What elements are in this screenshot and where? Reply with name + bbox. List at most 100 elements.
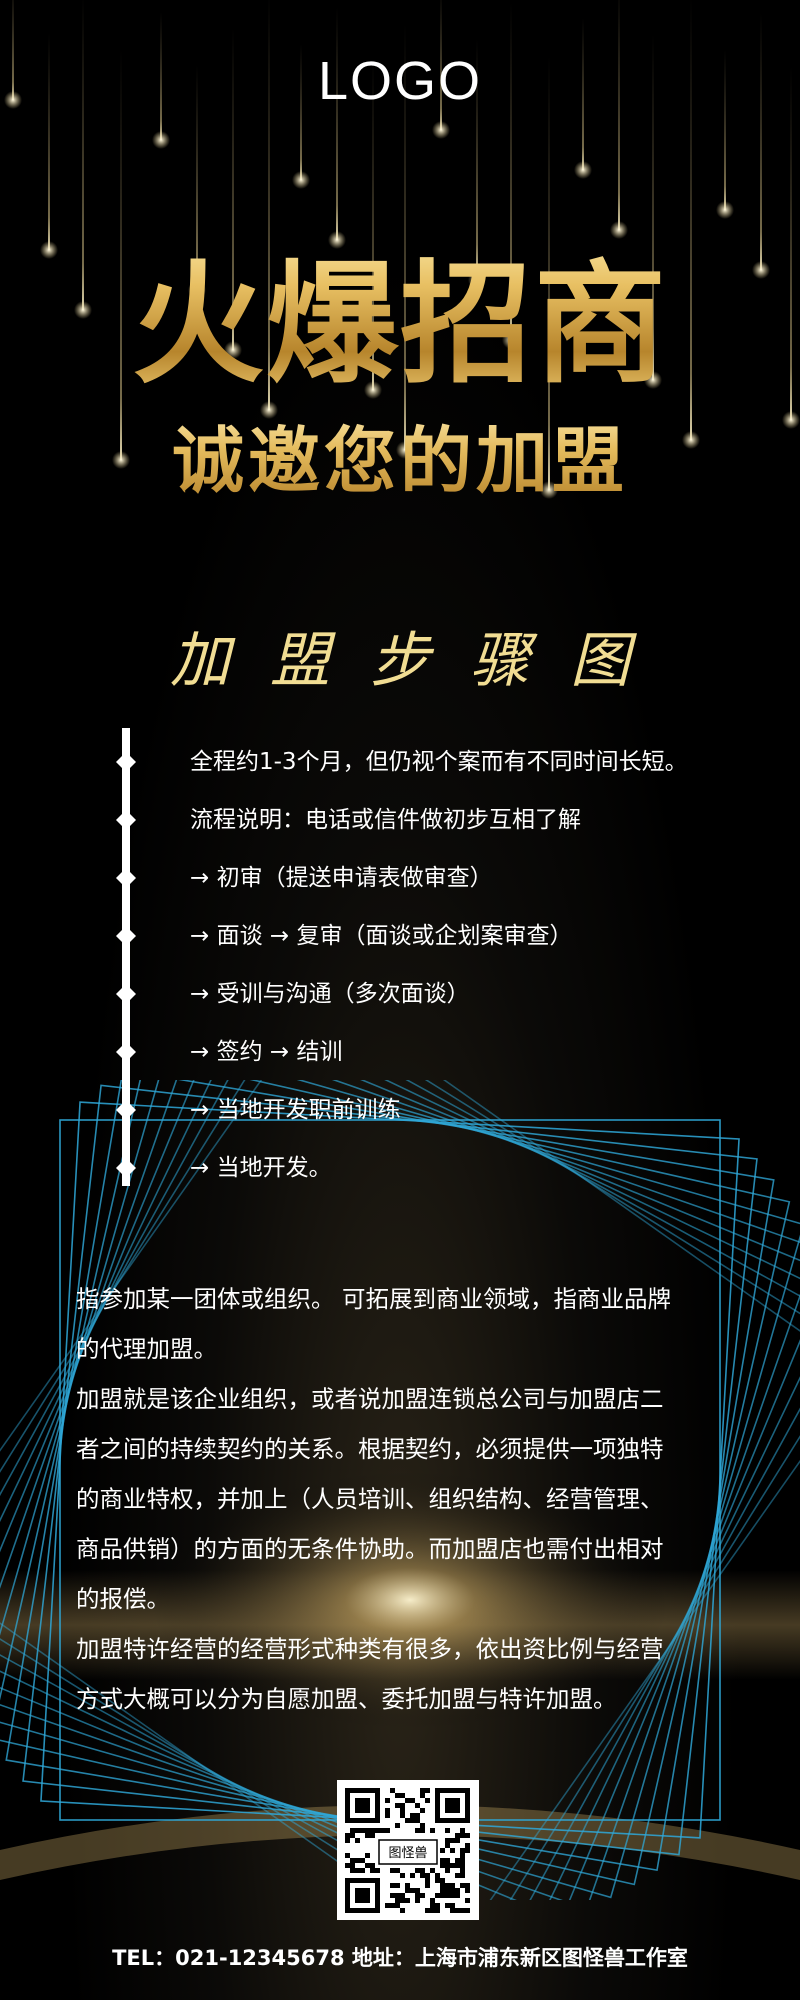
step-item: 全程约1-3个月，但仍视个案而有不同时间长短。	[190, 749, 688, 775]
qr-module	[430, 1828, 435, 1833]
light-spark	[610, 221, 628, 239]
timeline-diamond	[116, 926, 136, 946]
light-streak	[510, 2, 512, 340]
qr-module	[445, 1903, 450, 1908]
qr-module	[430, 1908, 435, 1913]
qr-module	[395, 1803, 400, 1808]
qr-module	[400, 1813, 405, 1818]
qr-module	[445, 1858, 450, 1863]
description-line: 的商业特权，并加上（人员培训、组织结构、经营管理、	[76, 1485, 664, 1513]
qr-module	[415, 1893, 420, 1898]
qr-module	[400, 1873, 405, 1878]
qr-module	[385, 1798, 390, 1803]
qr-module	[405, 1798, 410, 1803]
qr-module	[430, 1868, 435, 1873]
light-streak	[582, 18, 584, 170]
timeline-diamond	[116, 752, 136, 772]
qr-module	[370, 1863, 375, 1868]
qr-module	[410, 1873, 415, 1878]
qr-module	[440, 1878, 445, 1883]
qr-module	[455, 1838, 460, 1843]
qr-module	[445, 1798, 460, 1813]
qr-module	[430, 1898, 435, 1903]
light-streak	[372, 60, 374, 390]
hero-title: 火爆招商	[0, 218, 800, 409]
neon-frame-decoration	[0, 1080, 800, 1900]
light-streak	[48, 33, 50, 250]
qr-module	[450, 1888, 455, 1893]
light-spark	[396, 441, 414, 459]
qr-module	[450, 1838, 455, 1843]
qr-module	[405, 1818, 410, 1823]
qr-module	[410, 1813, 415, 1818]
qr-module	[350, 1868, 355, 1873]
timeline-diamond	[116, 1100, 136, 1120]
qr-module	[455, 1833, 460, 1838]
qr-module	[405, 1898, 410, 1903]
qr-module	[425, 1883, 430, 1888]
qr-module	[390, 1883, 395, 1888]
light-spark	[4, 91, 22, 109]
description-line: 商品供销）的方面的无条件协助。而加盟店也需付出相对	[76, 1535, 664, 1563]
qr-module	[450, 1908, 455, 1913]
qr-module	[380, 1828, 385, 1833]
qr-module	[425, 1878, 430, 1883]
qr-module	[455, 1863, 460, 1868]
qr-module	[410, 1818, 415, 1823]
qr-module	[400, 1898, 405, 1903]
qr-module	[370, 1868, 375, 1873]
qr-module	[455, 1908, 460, 1913]
qr-module	[460, 1883, 465, 1888]
footer-contact: TEL：021-12345678 地址：上海市浦东新区图怪兽工作室	[112, 1946, 688, 1970]
qr-module	[445, 1888, 450, 1893]
light-spark	[74, 301, 92, 319]
qr-module	[455, 1858, 460, 1863]
qr-module	[355, 1798, 370, 1813]
qr-module	[365, 1863, 370, 1868]
qr-module	[390, 1788, 395, 1793]
step-item: → 当地开发职前训练	[190, 1097, 401, 1123]
qr-module	[460, 1858, 465, 1863]
qr-module	[440, 1848, 445, 1853]
step-item: → 受训与沟通（多次面谈）	[190, 981, 470, 1007]
qr-center-text: 图怪兽	[388, 1846, 427, 1861]
qr-module	[450, 1883, 455, 1888]
qr-module	[350, 1858, 355, 1863]
light-streak	[618, 0, 620, 230]
qr-module	[385, 1903, 390, 1908]
qr-module	[450, 1893, 455, 1898]
light-spark	[502, 331, 520, 349]
qr-module	[420, 1793, 425, 1798]
light-spark	[260, 401, 278, 419]
qr-module	[455, 1873, 460, 1878]
qr-module	[400, 1893, 405, 1898]
qr-module	[465, 1848, 470, 1853]
qr-module	[435, 1908, 440, 1913]
light-spark	[292, 171, 310, 189]
qr-module	[440, 1888, 445, 1893]
qr-module	[460, 1848, 465, 1853]
qr-module	[460, 1868, 465, 1873]
qr-module	[425, 1788, 430, 1793]
qr-module	[390, 1868, 395, 1873]
light-spark	[682, 431, 700, 449]
qr-module	[425, 1908, 430, 1913]
qr-module	[370, 1828, 375, 1833]
qr-module	[385, 1828, 390, 1833]
qr-module	[450, 1903, 455, 1908]
qr-module	[345, 1863, 350, 1868]
logo: LOGO	[317, 51, 483, 111]
description-line: 的代理加盟。	[76, 1335, 217, 1363]
timeline-diamond	[116, 984, 136, 1004]
qr-module	[345, 1838, 350, 1843]
timeline-diamond	[116, 810, 136, 830]
qr-module	[415, 1803, 420, 1808]
qr-module	[465, 1883, 470, 1888]
light-streak	[690, 0, 692, 440]
qr-module	[435, 1893, 440, 1898]
qr-module	[440, 1893, 445, 1898]
qr-module	[375, 1828, 380, 1833]
light-spark	[152, 131, 170, 149]
timeline-diamond	[116, 868, 136, 888]
qr-module	[350, 1863, 355, 1868]
